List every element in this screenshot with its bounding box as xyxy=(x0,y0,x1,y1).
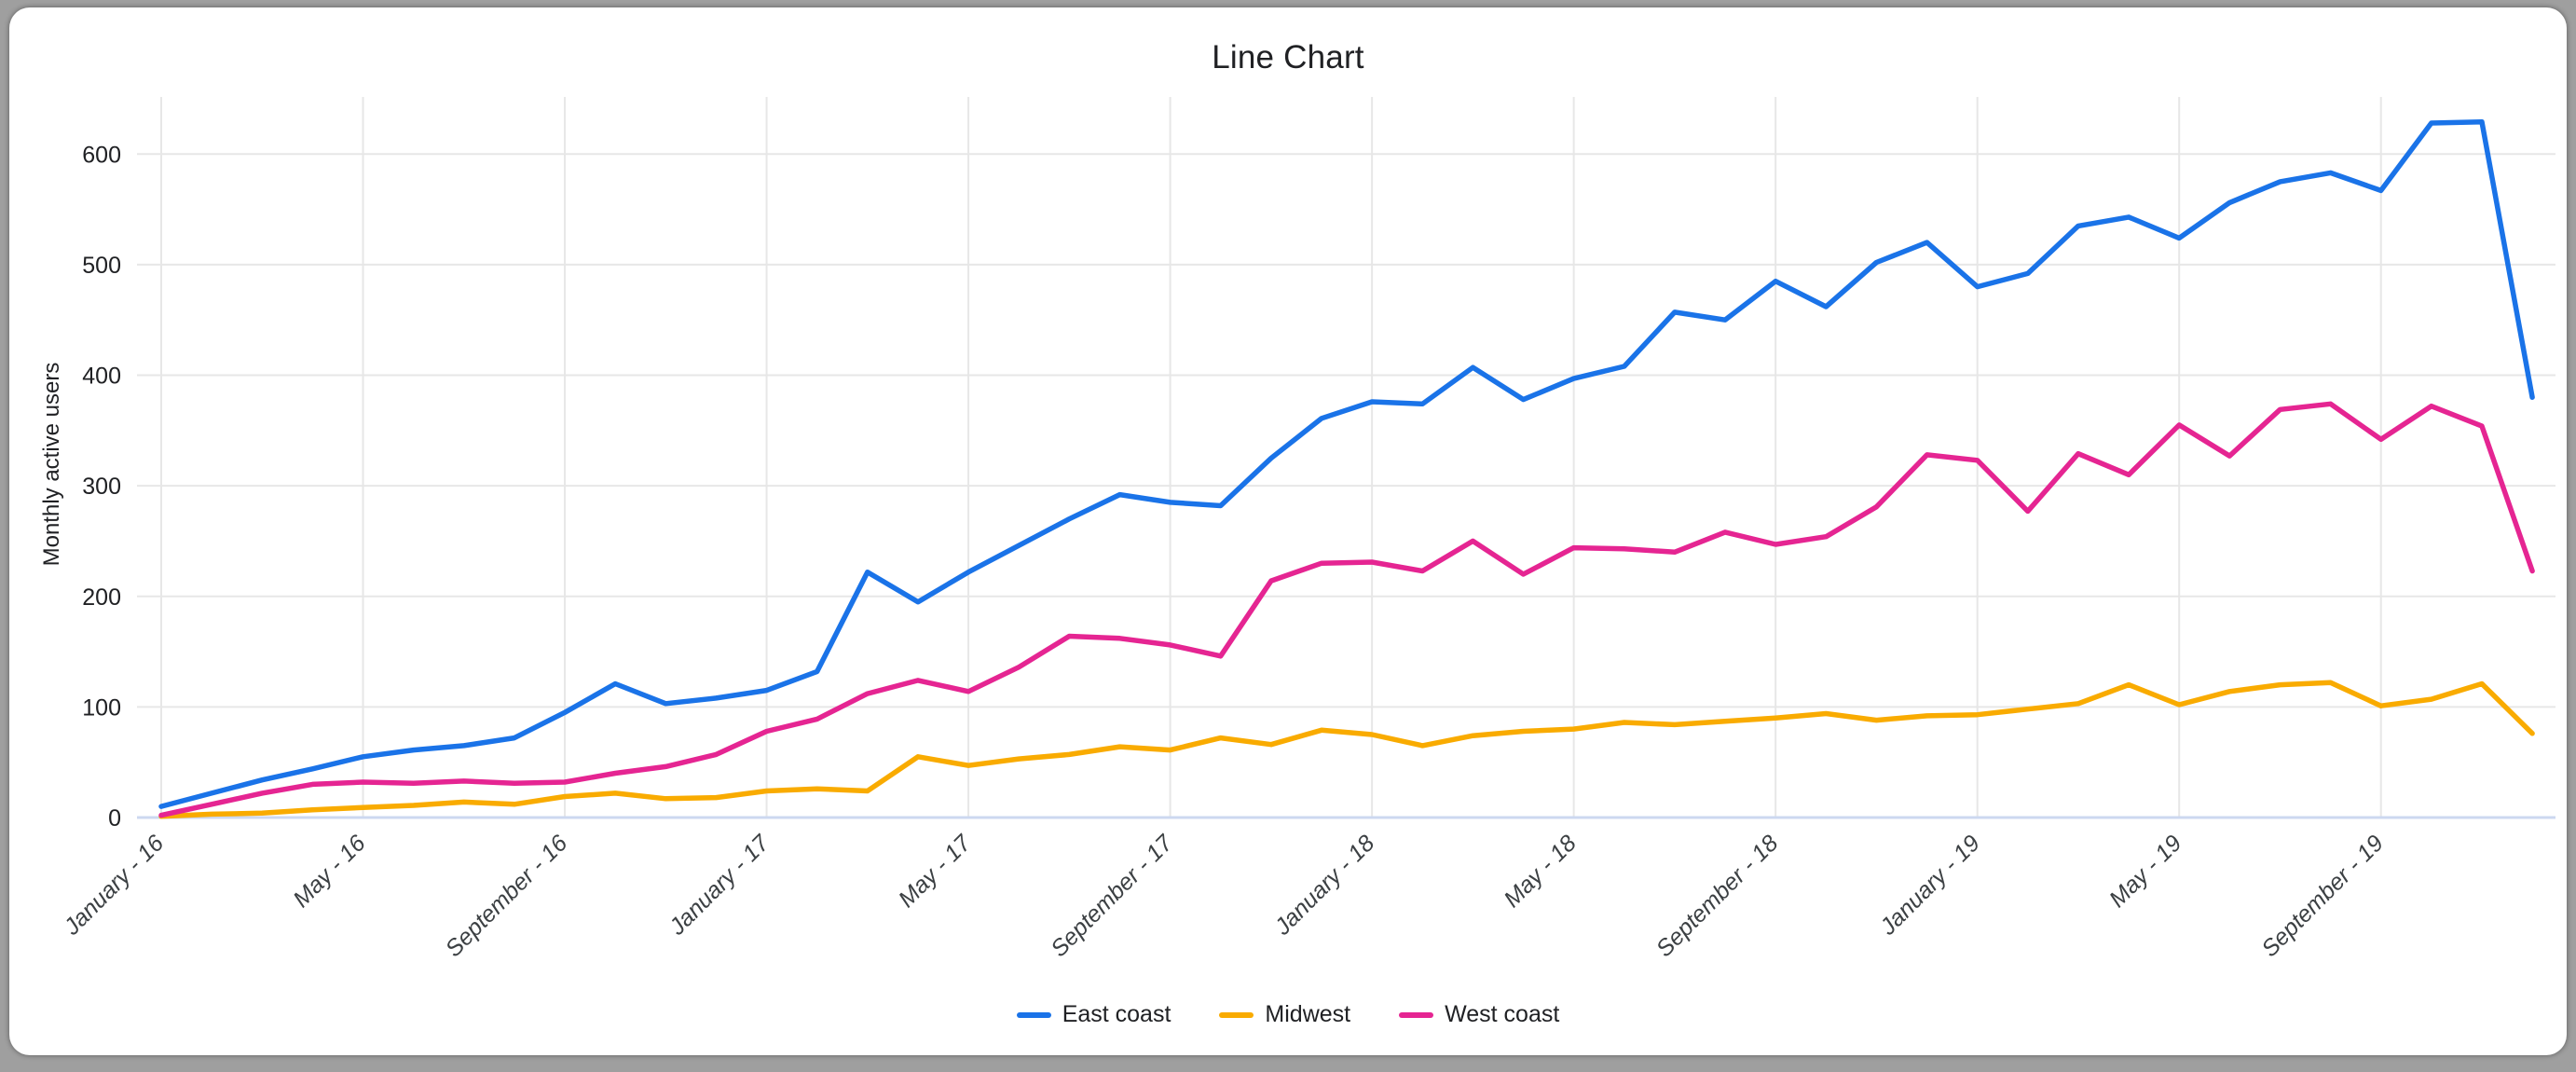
y-tick-label: 500 xyxy=(82,253,121,279)
legend-label: Midwest xyxy=(1265,1001,1351,1027)
series-line-east-coast xyxy=(158,119,2535,809)
legend-item-east-coast: East coast xyxy=(1016,1001,1172,1028)
x-tick-label: January - 19 xyxy=(1874,830,1985,941)
legend-item-west-coast: West coast xyxy=(1399,1001,1559,1028)
y-tick-label: 0 xyxy=(108,805,121,831)
x-tick-label: January - 17 xyxy=(664,830,775,941)
line-chart-plot: 0 100 200 300 400 500 600 January - 16 May - 16 S… xyxy=(58,97,2555,962)
chart-title: Line Chart xyxy=(1212,39,1364,76)
legend-swatch xyxy=(1399,1011,1434,1018)
y-tick-label: 100 xyxy=(82,694,121,721)
legend-item-midwest: Midwest xyxy=(1219,1001,1350,1028)
x-tick-label: May - 19 xyxy=(2104,830,2187,913)
legend-label: West coast xyxy=(1445,1001,1560,1027)
x-tick-label: May - 18 xyxy=(1499,830,1582,913)
y-tick-label: 400 xyxy=(82,364,121,390)
chart-legend: East coast Midwest West coast xyxy=(9,1001,2567,1028)
x-tick-label: September - 18 xyxy=(1651,830,1784,962)
x-tick-label: May - 17 xyxy=(894,830,977,913)
y-tick-label: 200 xyxy=(82,584,121,611)
x-tick-label: September - 17 xyxy=(1046,830,1178,962)
chart-card: Line Chart Monthly active users 0 100 200 3… xyxy=(9,7,2567,1055)
series-line-west-coast xyxy=(158,401,2535,818)
x-tick-label: January - 18 xyxy=(1269,830,1380,941)
x-tick-label: May - 16 xyxy=(288,830,371,913)
x-tick-label: January - 16 xyxy=(58,830,169,941)
legend-swatch xyxy=(1016,1011,1051,1018)
y-tick-label: 300 xyxy=(82,474,121,500)
legend-label: East coast xyxy=(1062,1001,1172,1027)
x-tick-label: September - 19 xyxy=(2256,830,2389,962)
legend-swatch xyxy=(1219,1011,1254,1018)
series-line-midwest xyxy=(158,680,2535,819)
y-tick-label: 600 xyxy=(82,142,121,168)
x-tick-label: September - 16 xyxy=(441,830,573,962)
